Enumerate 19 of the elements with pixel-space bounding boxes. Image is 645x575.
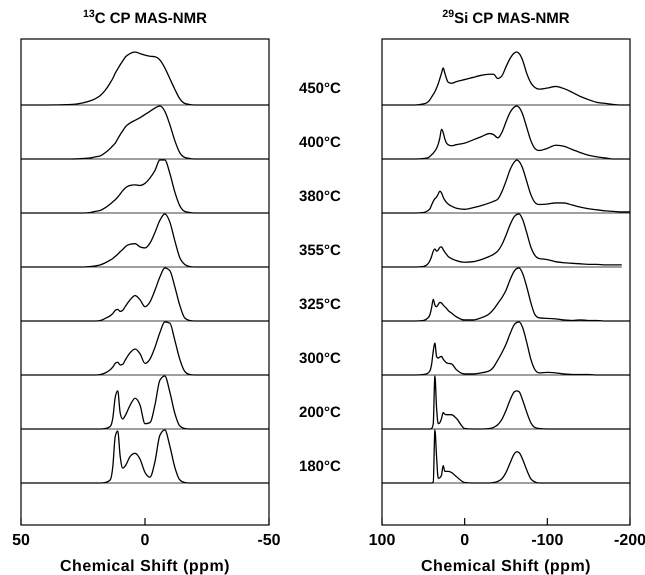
text: 450°C xyxy=(299,80,342,97)
x-tick-label: -100 xyxy=(531,532,564,549)
text: 300°C xyxy=(299,350,342,367)
x-tick-label: 0 xyxy=(460,532,470,549)
x-tick-label: -200 xyxy=(614,532,645,549)
text: 180°C xyxy=(299,458,342,475)
x-axis-title: Chemical Shift (ppm) xyxy=(60,558,230,575)
text: 380°C xyxy=(299,188,342,205)
text: 325°C xyxy=(299,296,342,313)
text: 400°C xyxy=(299,134,342,151)
x-tick-label: 0 xyxy=(140,532,150,549)
text: 200°C xyxy=(299,404,342,421)
x-axis-title: Chemical Shift (ppm) xyxy=(420,558,592,575)
x-tick-label: 50 xyxy=(12,532,30,549)
text: 355°C xyxy=(299,242,342,259)
x-tick-label: -50 xyxy=(257,532,281,549)
chart-title: $^{13}$C CP MAS-NMR xyxy=(83,8,208,27)
x-tick-label: 100 xyxy=(368,532,396,549)
chart-title: $^{29}$Si CP MAS-NMR xyxy=(442,8,570,27)
